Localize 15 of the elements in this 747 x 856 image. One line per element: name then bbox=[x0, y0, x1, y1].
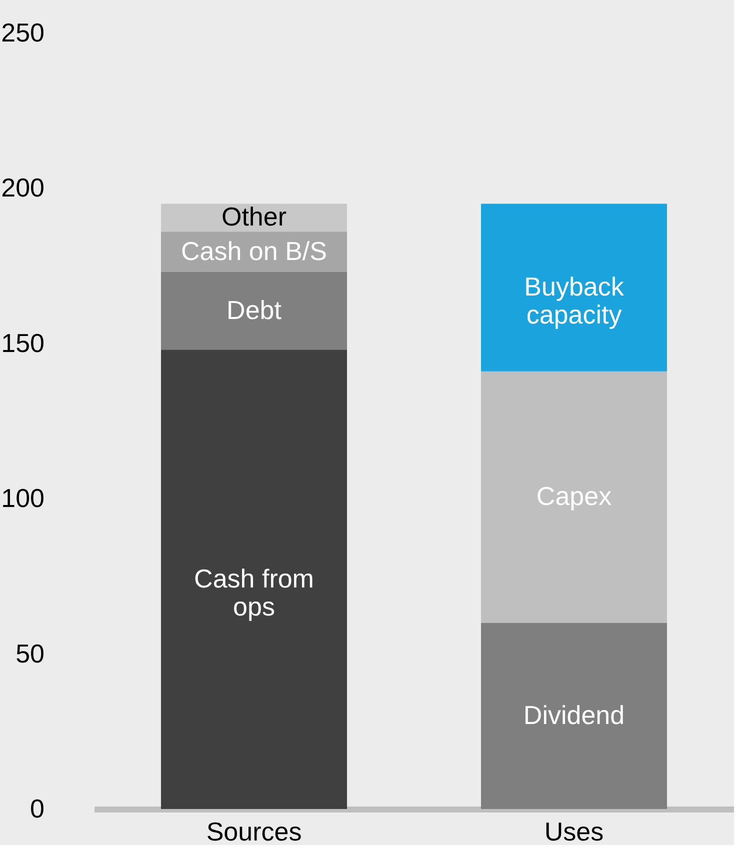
series-label: Debt bbox=[226, 294, 282, 325]
series-label: Cash from ops bbox=[194, 563, 314, 622]
y-tick-label: 50 bbox=[16, 638, 44, 668]
series-label: Dividend bbox=[523, 700, 625, 730]
y-tick-label: 200 bbox=[1, 172, 44, 203]
series-label: Other bbox=[221, 202, 287, 232]
x-tick-label: Uses bbox=[544, 816, 604, 846]
y-tick-label: 150 bbox=[1, 328, 44, 358]
y-tick-label: 100 bbox=[1, 483, 44, 514]
y-tick-label: 250 bbox=[1, 18, 44, 48]
series-label: Cash on B/S bbox=[181, 236, 327, 266]
series-label: Capex bbox=[536, 481, 612, 512]
x-tick-label: Sources bbox=[206, 816, 302, 846]
y-tick-label: 0 bbox=[30, 794, 44, 824]
series-label: Buyback capacity bbox=[524, 272, 625, 330]
